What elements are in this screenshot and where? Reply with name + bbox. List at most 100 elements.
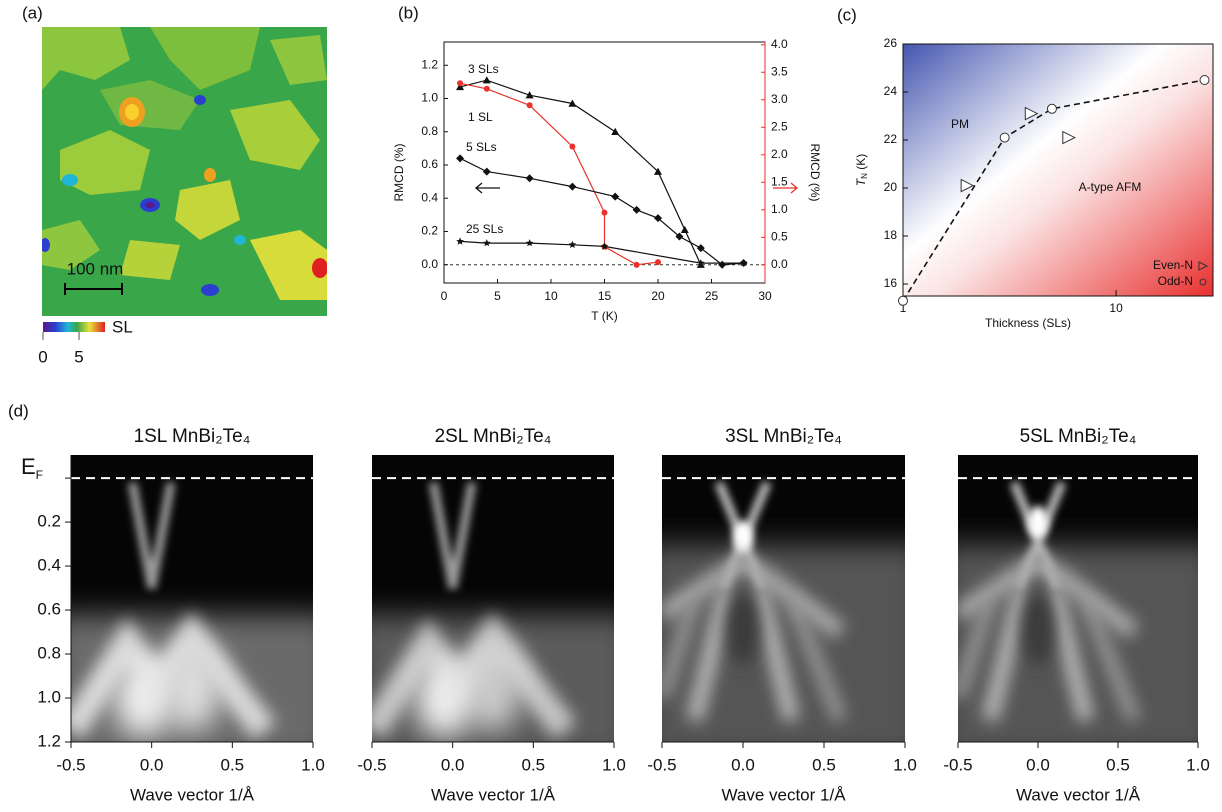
y2-tick-label: 0.5 bbox=[771, 230, 788, 244]
y-axis-label-part: T bbox=[854, 177, 868, 186]
band bbox=[686, 586, 800, 722]
marker bbox=[960, 178, 975, 193]
marker bbox=[600, 242, 609, 250]
y-tick-label: 18 bbox=[884, 228, 898, 242]
x-axis-label: Wave vector 1/Å bbox=[721, 785, 846, 804]
annotation: PM bbox=[951, 117, 969, 131]
band bbox=[428, 481, 477, 589]
marker bbox=[999, 132, 1010, 143]
marker bbox=[482, 76, 491, 84]
plot-frame bbox=[902, 43, 1214, 297]
y2-tick-label: 1.0 bbox=[771, 202, 788, 216]
x-tick-label: 25 bbox=[705, 289, 719, 303]
x-tick-label: 0.0 bbox=[1026, 755, 1050, 774]
x-tick-label: 5 bbox=[494, 289, 501, 303]
series-label: 1 SL bbox=[468, 110, 493, 124]
marker bbox=[601, 209, 608, 216]
marker bbox=[898, 295, 908, 306]
panel-title: 1SL MnBi₂Te₄ bbox=[134, 426, 251, 447]
glow bbox=[733, 521, 753, 554]
y-tick-label: 16 bbox=[884, 276, 898, 290]
afm-image bbox=[42, 27, 327, 316]
x-tick-label: 0.5 bbox=[812, 755, 836, 774]
marker bbox=[680, 225, 689, 234]
marker bbox=[697, 259, 705, 267]
colorbar-tick-label: 5 bbox=[74, 347, 83, 366]
colorbar-label: SL bbox=[112, 317, 133, 336]
marker bbox=[654, 214, 662, 223]
marker bbox=[1198, 261, 1209, 271]
x-tick-label: 1 bbox=[900, 301, 907, 315]
panel-label: (d) bbox=[8, 401, 29, 420]
marker bbox=[482, 167, 491, 176]
y-tick-label: 0.0 bbox=[421, 257, 438, 271]
x-tick-label: 20 bbox=[651, 289, 665, 303]
arpes-image bbox=[662, 455, 905, 742]
series-label: 25 SLs bbox=[466, 222, 503, 236]
y-axis-label-part: (K) bbox=[854, 154, 868, 173]
marker bbox=[526, 102, 533, 109]
y2-axis-label: RMCD (%) bbox=[808, 144, 822, 202]
annotation: A-type AFM bbox=[1079, 180, 1142, 194]
scale-bar-label: 100 nm bbox=[67, 259, 124, 278]
fog bbox=[958, 544, 1198, 742]
marker bbox=[654, 167, 662, 175]
y-tick-label: 26 bbox=[884, 36, 898, 50]
arpes-image bbox=[71, 455, 313, 742]
series-label: 3 SLs bbox=[468, 62, 499, 76]
marker bbox=[611, 192, 620, 201]
marker bbox=[1046, 103, 1057, 114]
x-tick-label: 0 bbox=[441, 289, 448, 303]
marker bbox=[525, 239, 534, 247]
axis-arrow bbox=[773, 182, 799, 194]
x-tick-label: 0.0 bbox=[140, 755, 164, 774]
series-line bbox=[459, 82, 659, 266]
panel-title: 3SL MnBi₂Te₄ bbox=[725, 426, 842, 447]
marker bbox=[739, 259, 748, 267]
x-tick-label: -0.5 bbox=[943, 755, 972, 774]
marker bbox=[611, 127, 620, 135]
marker bbox=[483, 85, 490, 92]
band bbox=[127, 481, 176, 589]
y-axis-label-part: N bbox=[860, 173, 869, 179]
y2-tick-label: 3.5 bbox=[771, 64, 788, 78]
x-tick-label: -0.5 bbox=[647, 755, 676, 774]
y-tick-label: 0.8 bbox=[421, 124, 438, 138]
glow bbox=[414, 658, 475, 739]
y-tick-label: 0.2 bbox=[37, 512, 61, 531]
y-tick-label: 1.0 bbox=[421, 91, 438, 105]
y2-tick-label: 2.5 bbox=[771, 119, 788, 133]
marker bbox=[456, 237, 464, 245]
x-axis-label: Wave vector 1/Å bbox=[1016, 785, 1141, 804]
glow bbox=[1028, 506, 1048, 539]
band bbox=[662, 551, 846, 640]
marker bbox=[632, 205, 641, 214]
x-axis-label: Wave vector 1/Å bbox=[130, 785, 255, 804]
marker bbox=[696, 244, 705, 253]
x-tick-label: 1.0 bbox=[893, 755, 917, 774]
colorbar-tick-label: 0 bbox=[38, 347, 47, 366]
band bbox=[958, 596, 1141, 723]
y-tick-label-part: E bbox=[21, 454, 36, 479]
marker bbox=[1062, 130, 1076, 145]
y-tick-label: EF bbox=[21, 454, 43, 482]
band bbox=[982, 586, 1094, 722]
axis-arrow bbox=[474, 182, 500, 194]
panel-label: (c) bbox=[837, 5, 857, 24]
x-tick-label: 0.5 bbox=[1106, 755, 1130, 774]
y-tick-label: 1.2 bbox=[37, 731, 61, 750]
marker bbox=[456, 154, 465, 163]
y-tick-label: 0.6 bbox=[421, 157, 438, 171]
y2-tick-label: 0.0 bbox=[771, 257, 788, 271]
panel-title: 2SL MnBi₂Te₄ bbox=[435, 426, 552, 447]
y-tick-label: 22 bbox=[884, 132, 898, 146]
marker bbox=[675, 232, 684, 241]
x-tick-label: 15 bbox=[598, 289, 612, 303]
band bbox=[958, 551, 1140, 640]
x-axis-label: Thickness (SLs) bbox=[985, 316, 1071, 330]
fog bbox=[662, 544, 905, 742]
series-line bbox=[459, 79, 702, 265]
legend-label: Odd-N bbox=[1158, 274, 1193, 288]
glow bbox=[463, 642, 523, 733]
